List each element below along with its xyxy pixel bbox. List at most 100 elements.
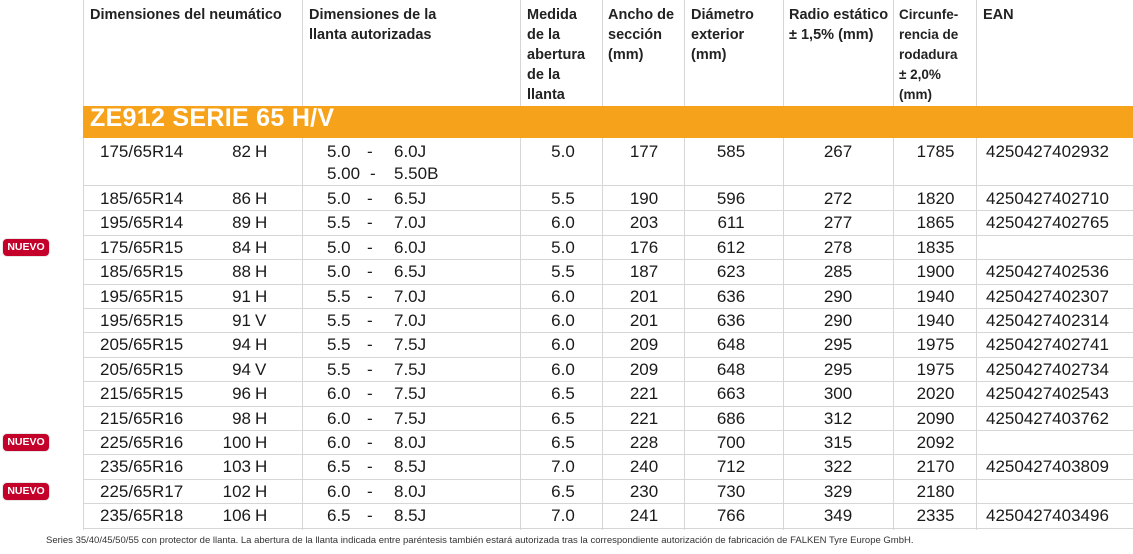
tyre-size: 225/65R17	[100, 481, 184, 501]
section-width: 201	[629, 286, 659, 306]
static-radius: 349	[823, 506, 853, 526]
load-index: 102	[222, 481, 251, 501]
section-width: 240	[629, 457, 659, 477]
rim-width: 7.0	[551, 506, 575, 526]
rim-max: 7.5J	[394, 408, 427, 428]
outer-diameter: 612	[716, 237, 746, 257]
rim-max: 7.5J	[394, 384, 427, 404]
outer-diameter: 623	[716, 262, 746, 282]
rim-max: 8.0J	[394, 433, 427, 452]
section-width: 221	[629, 408, 659, 428]
footnote: Series 35/40/45/50/55 con protector de l…	[46, 535, 914, 546]
speed-rating: H	[255, 286, 268, 306]
speed-rating: H	[255, 335, 268, 355]
table-row: 205/65R15 94 H 5.5- 7.5J 6.0 209 648 295 1975 4250…	[83, 333, 1133, 357]
load-index: 100	[222, 433, 251, 452]
load-index: 82	[232, 142, 251, 161]
speed-rating: H	[255, 433, 268, 452]
static-radius: 277	[823, 213, 853, 233]
column-divider	[783, 0, 784, 530]
outer-diameter: 648	[716, 335, 746, 355]
circumference: 2170	[916, 457, 955, 477]
section-width: 177	[629, 142, 659, 161]
rim-max: 8.5J	[394, 506, 427, 526]
static-radius: 329	[823, 481, 853, 501]
section-width: 203	[629, 213, 659, 233]
speed-rating: H	[255, 262, 268, 282]
outer-diameter: 636	[716, 286, 746, 306]
tyre-size: 175/65R15	[100, 237, 184, 257]
speed-rating: H	[255, 384, 268, 404]
load-index: 94	[232, 359, 251, 379]
rim-separator: -	[367, 262, 373, 282]
circumference: 1820	[916, 189, 955, 208]
section-width: 221	[629, 384, 659, 404]
table-row: 185/65R15 88 H 5.0- 6.5J 5.5 187 623 285 1900 4250…	[83, 260, 1133, 284]
rim-min: 5.5	[327, 359, 351, 379]
rim-min: 5.0	[327, 237, 351, 257]
ean-code: 4250427403809	[986, 457, 1109, 477]
section-width: 228	[629, 433, 659, 452]
outer-diameter: 596	[716, 189, 746, 208]
speed-rating: H	[255, 481, 268, 501]
rim-max: 6.5J	[394, 262, 427, 282]
section-width: 176	[629, 237, 659, 257]
section-width: 187	[629, 262, 659, 282]
header-rim-width: Medida de la abertura de la llanta	[527, 7, 586, 103]
rim-width: 6.0	[551, 213, 575, 233]
outer-diameter: 766	[716, 506, 746, 526]
outer-diameter: 611	[717, 213, 745, 233]
rim-max: 6.5J	[394, 189, 427, 208]
rim-separator: -	[367, 506, 373, 526]
load-index: 91	[232, 286, 251, 306]
rim-separator: -	[367, 457, 373, 477]
load-index: 91	[232, 311, 251, 330]
section-width: 230	[629, 481, 659, 501]
circumference: 1940	[916, 286, 955, 306]
rim-min: 6.0	[327, 408, 351, 428]
rim-separator: -	[367, 142, 373, 161]
outer-diameter: 686	[716, 408, 746, 428]
ean-code: 4250427402314	[986, 311, 1109, 330]
rim-min: 5.5	[327, 213, 351, 233]
ean-code: 4250427402307	[986, 286, 1109, 306]
speed-rating: H	[255, 142, 268, 161]
circumference: 2020	[916, 384, 955, 404]
row-divider	[83, 210, 1133, 212]
rim-max: 6.0J	[394, 237, 427, 257]
speed-rating: H	[255, 506, 268, 526]
static-radius: 285	[823, 262, 853, 282]
table-row: 215/65R15 96 H 6.0- 7.5J 6.5 221 663 300 2020 4250…	[83, 382, 1133, 406]
rim-separator: -	[367, 359, 373, 379]
row-divider	[83, 356, 1133, 358]
tyre-size: 185/65R14	[100, 189, 184, 208]
tyre-size: 235/65R18	[100, 506, 184, 526]
outer-diameter: 712	[716, 457, 746, 477]
outer-diameter: 663	[716, 384, 746, 404]
section-width: 190	[629, 189, 659, 208]
rim-width: 6.0	[551, 286, 575, 306]
tyre-size: 215/65R16	[100, 408, 184, 428]
rim-min: 5.0	[327, 142, 351, 161]
row-divider	[83, 185, 1133, 186]
outer-diameter: 636	[716, 311, 746, 330]
column-divider	[83, 0, 84, 530]
row-divider	[83, 454, 1133, 456]
circumference: 1900	[916, 262, 955, 282]
rim-width: 6.5	[551, 408, 575, 428]
new-badge: NUEVO	[3, 482, 49, 500]
ean-code: 4250427402734	[986, 359, 1109, 379]
rim-min: 6.0	[327, 384, 351, 404]
ean-code: 4250427403496	[986, 506, 1109, 526]
rim-width: 6.5	[551, 384, 575, 404]
section-width: 209	[629, 335, 659, 355]
rim-max: 6.0J	[394, 142, 427, 161]
ean-code: 4250427402741	[986, 335, 1109, 355]
series-band	[83, 106, 1133, 138]
rim-width: 5.5	[551, 189, 575, 208]
row-divider	[83, 308, 1133, 309]
section-width: 241	[629, 506, 659, 526]
header-section-width: Ancho de sección (mm)	[608, 7, 675, 63]
section-width: 201	[629, 311, 659, 330]
rim-min-alt: 5.00	[327, 164, 361, 183]
